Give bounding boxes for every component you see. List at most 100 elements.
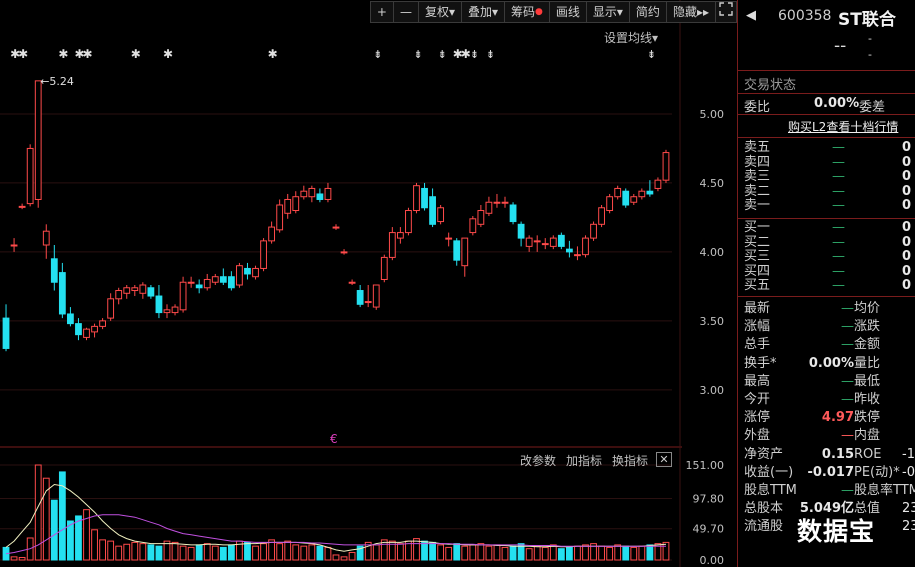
volume-bar (195, 544, 203, 561)
overlay-dropdown[interactable]: 叠加▾ (460, 1, 505, 23)
volume-bar (437, 544, 445, 561)
change-percent: - (868, 48, 872, 61)
sell-orderbook: 卖五 — 0 卖四 — 0 卖三 — 0 卖二 — 0 卖一 — 0 (744, 140, 914, 214)
level-price: — (832, 169, 845, 185)
volume-bar (99, 539, 106, 561)
volume-bar (445, 546, 453, 561)
candle-body (99, 320, 106, 327)
volume-bar (18, 556, 26, 561)
volume-tick-label: 97.80 (693, 492, 725, 505)
orderbook-row: 买四 — 0 (744, 263, 914, 280)
stat-label: 最高 (744, 373, 771, 389)
candle-body (316, 193, 324, 200)
volume-bar (614, 544, 622, 561)
buy-orderbook: 买一 — 0 买二 — 0 买三 — 0 买四 — 0 买五 — 0 (744, 220, 914, 294)
hide-button[interactable]: 隐藏▸▸ (665, 1, 716, 23)
add-indicator-button[interactable]: 加指标 (566, 454, 603, 468)
volume-bar (566, 546, 573, 561)
level-volume: 0 (901, 220, 911, 235)
candle-body (469, 218, 477, 234)
volume-bar (364, 541, 372, 561)
level-label: 买二 (744, 234, 771, 250)
level-volume: 0 (901, 154, 911, 170)
expand-icon[interactable] (715, 1, 737, 23)
divider (738, 93, 915, 94)
level-label: 买五 (744, 278, 771, 294)
order-ratio-row: 委比 0.00% 委差 (744, 96, 914, 115)
candle-body (34, 80, 42, 200)
quote-header: ◀ 600358 ST联合 -- - - (738, 0, 915, 70)
switch-indicator-button[interactable]: 换指标 (612, 454, 649, 468)
order-ratio-value: 0.00% (814, 96, 860, 111)
close-indicator-icon[interactable]: ✕ (656, 452, 672, 467)
candle-body (50, 258, 58, 283)
zoom-in-button[interactable]: + (369, 1, 394, 23)
ma-setting-dropdown[interactable]: 设置均线▾ (604, 31, 659, 45)
candle-body (236, 265, 243, 286)
event-star-icon: ✱ (131, 47, 141, 61)
event-arrow-icon: ⇟ (647, 48, 656, 61)
candle-body (638, 190, 646, 198)
event-star-icon: ✱ (58, 47, 68, 61)
volume-bar (123, 543, 131, 561)
zoom-out-button[interactable]: — (392, 1, 419, 23)
orderbook-row: 卖三 — 0 (744, 169, 914, 185)
volume-bar (324, 546, 332, 561)
stat-value: -0 (902, 464, 915, 480)
candle-body (308, 187, 316, 198)
volume-bar (509, 545, 517, 561)
display-dropdown[interactable]: 显示▾ (585, 1, 630, 23)
candle-body (461, 237, 469, 267)
buy-l2-link[interactable]: 购买L2查看十档行情 (788, 120, 899, 134)
adjust-dropdown[interactable]: 复权▾ (417, 1, 462, 23)
level-price: — (832, 183, 845, 199)
simple-mode-button[interactable]: 简约 (628, 1, 667, 23)
event-star-icon: ✱ (453, 47, 463, 61)
candle-body (91, 325, 98, 333)
candle-body (525, 237, 533, 247)
candle-body (244, 267, 251, 275)
volume-bar (42, 477, 50, 561)
level-label: 买三 (744, 249, 771, 265)
level-label: 买一 (744, 220, 771, 235)
candle-body (324, 187, 332, 200)
edit-params-button[interactable]: 改参数 (520, 454, 557, 468)
level-volume: 0 (901, 263, 911, 279)
divider (738, 218, 915, 219)
volume-bar (517, 543, 525, 561)
candle-body (75, 323, 82, 336)
volume-bar (630, 546, 638, 561)
candle-body (421, 187, 428, 209)
candle-body (485, 201, 493, 214)
stat-label: 内盘 (854, 428, 881, 444)
volume-bar (606, 546, 614, 561)
stat-label: 涨停 (744, 410, 771, 426)
stat-label: 最低 (854, 373, 881, 389)
volume-bar (252, 545, 259, 561)
candle-body (598, 207, 605, 225)
stat-value: — (841, 319, 854, 335)
candle-body (614, 187, 622, 198)
candle-body (396, 232, 404, 239)
volume-bar (115, 545, 123, 561)
volume-bar (453, 543, 461, 561)
candle-body (300, 190, 308, 198)
level-price: — (832, 154, 845, 170)
candle-body (662, 152, 670, 181)
kline-chart-svg[interactable]: 5.00 4.50 4.00 3.50 3.00 151.00 97.80 49.70 0.00… (0, 0, 737, 567)
back-arrow-icon[interactable]: ◀ (746, 8, 756, 23)
candle-body (83, 328, 90, 338)
stat-label: 股息TTM (744, 482, 797, 498)
volume-bar (421, 540, 428, 561)
chips-button[interactable]: 筹码● (504, 1, 550, 23)
level-label: 卖一 (744, 198, 771, 214)
quote-panel: ◀ 600358 ST联合 -- - - 交易状态 委比 0.00% 委差 购买… (737, 0, 915, 567)
stat-value: -0.017 (807, 464, 854, 480)
candle-body (107, 298, 115, 319)
volume-bar (662, 541, 670, 561)
orderbook-row: 卖二 — 0 (744, 183, 914, 200)
draw-line-button[interactable]: 画线 (548, 1, 587, 23)
level-price: — (832, 198, 845, 214)
candle-body (348, 281, 356, 284)
kline-chart-area[interactable]: 5.00 4.50 4.00 3.50 3.00 151.00 97.80 49.70 0.00… (0, 0, 737, 567)
